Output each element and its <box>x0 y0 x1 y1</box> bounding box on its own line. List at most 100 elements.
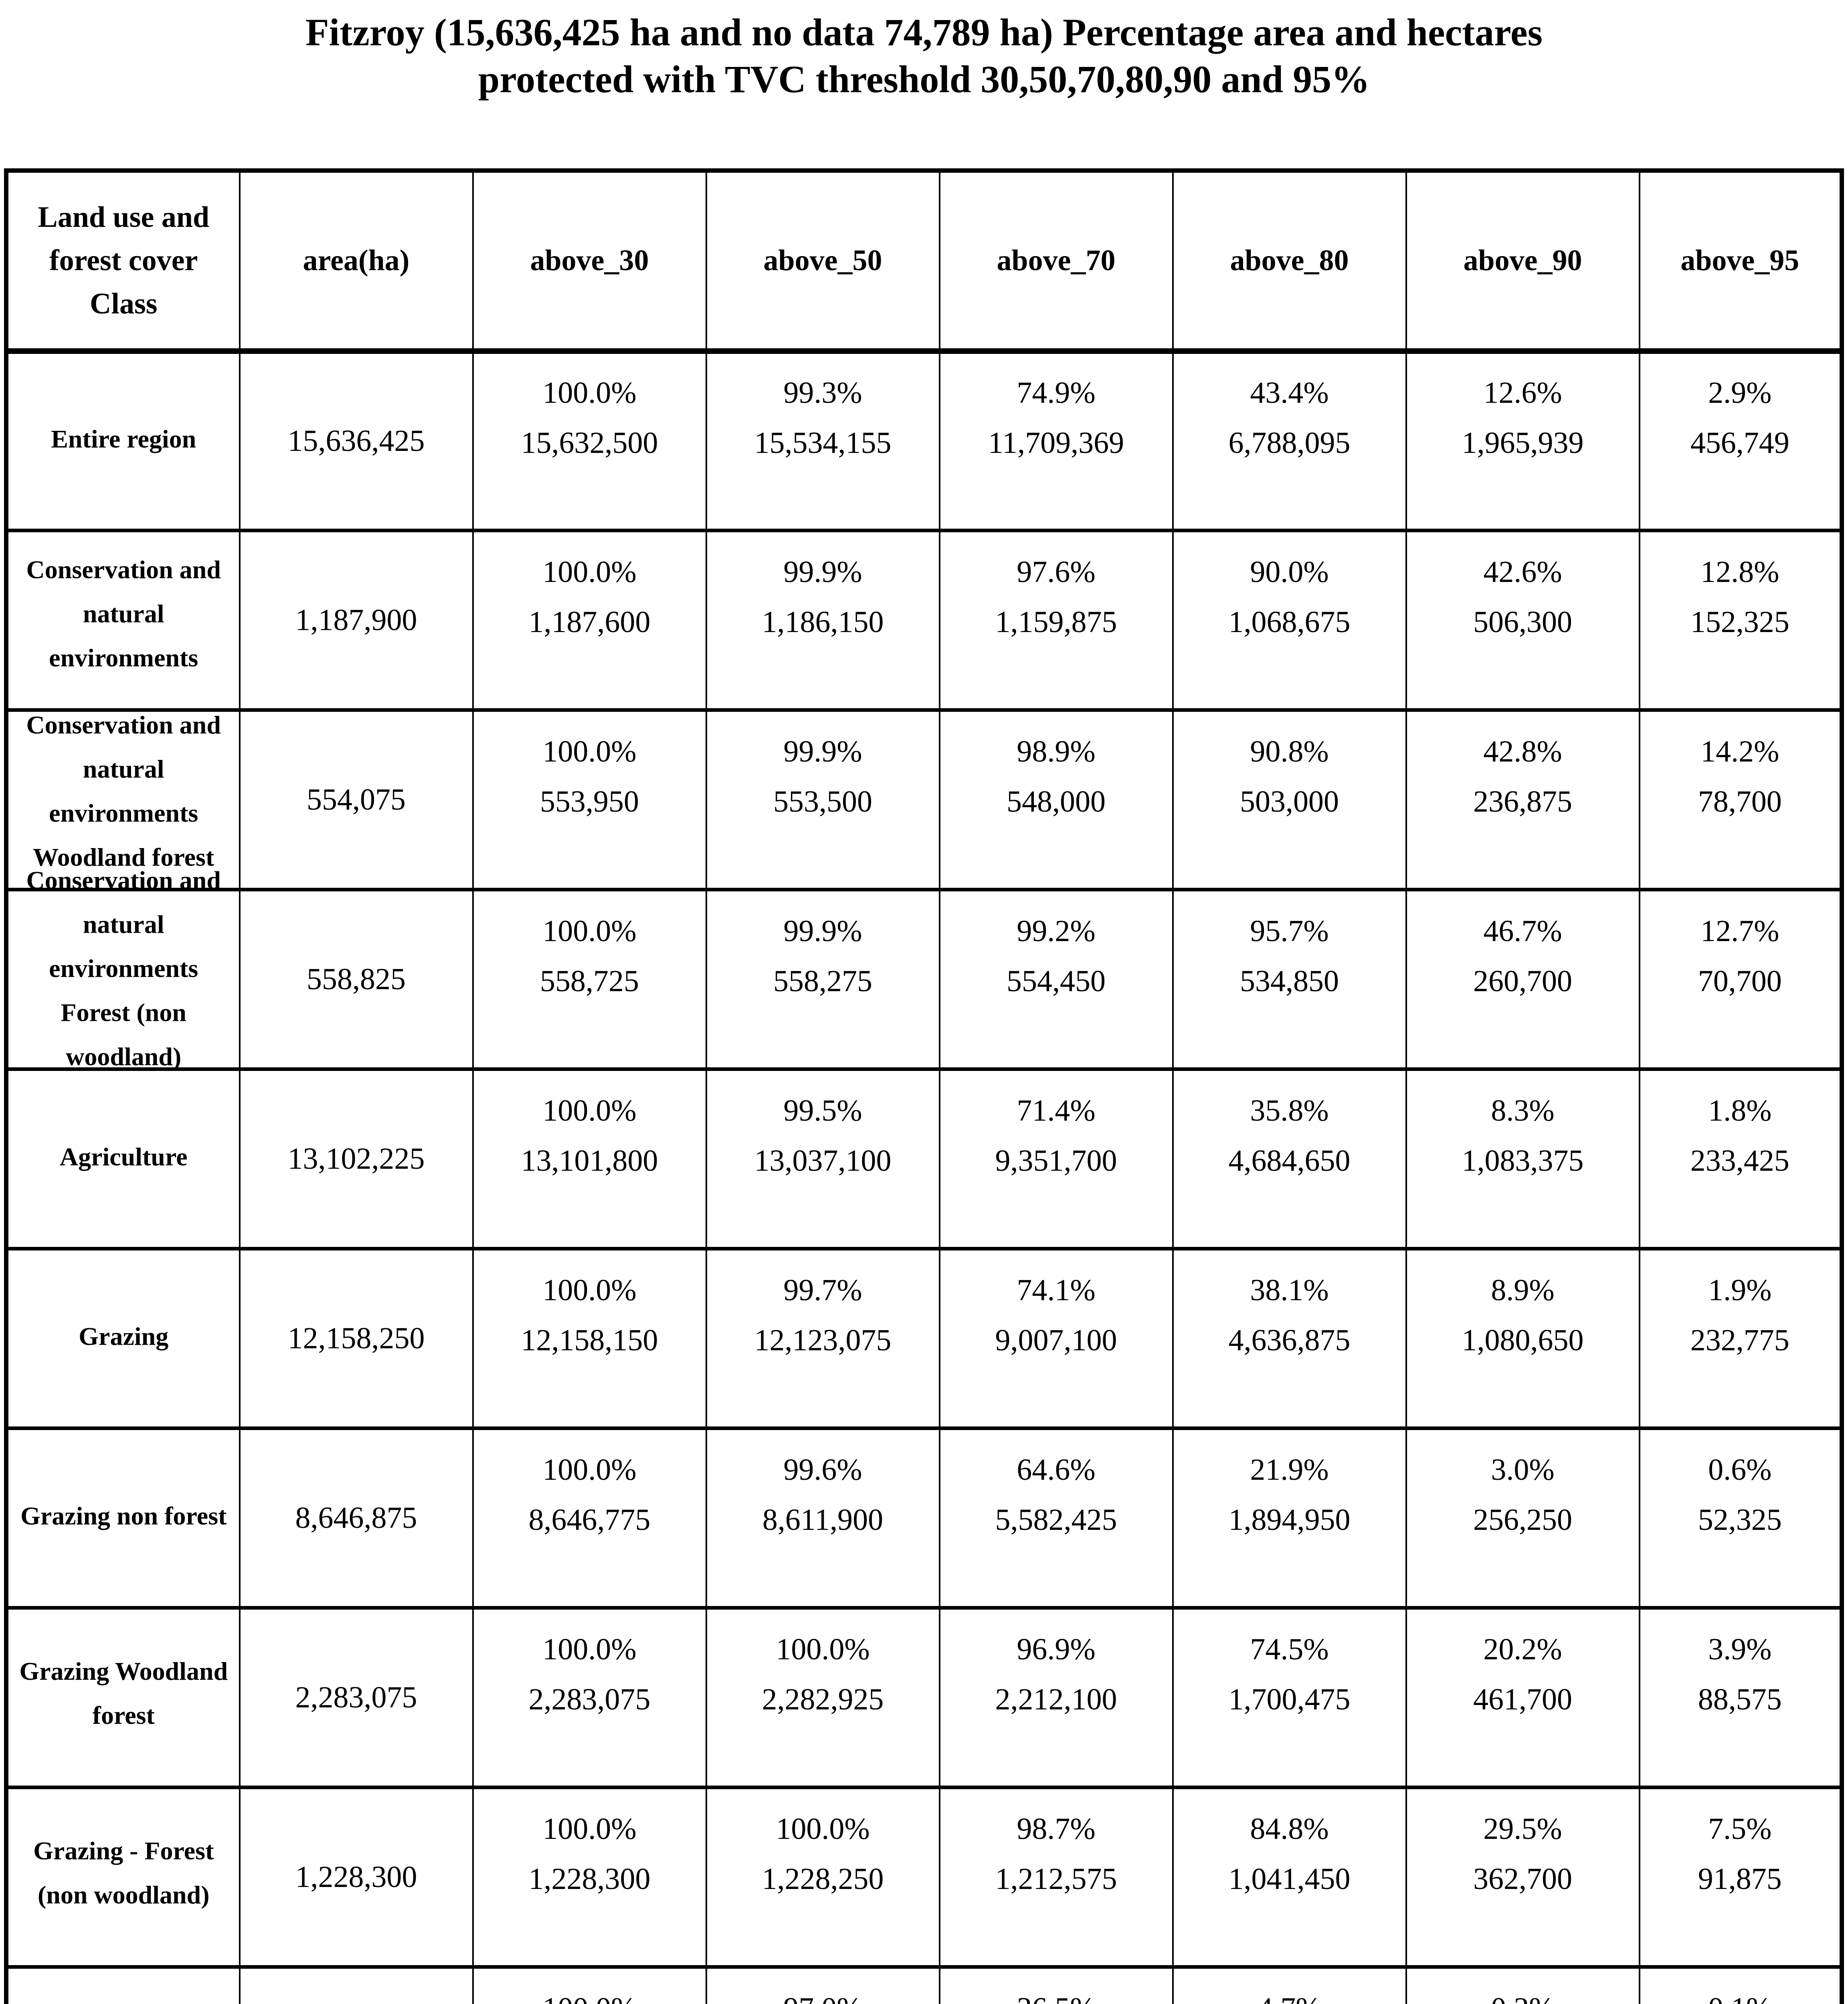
row-above-90-value: 42.8% 236,875 <box>1405 708 1640 891</box>
row-above-80-value: 21.9% 1,894,950 <box>1172 1426 1407 1610</box>
row-above-80-value: 95.7% 534,850 <box>1172 888 1407 1071</box>
row-above-30-value: 100.0% 1,187,600 <box>472 529 707 712</box>
row-above-90-value: 29.5% 362,700 <box>1405 1786 1640 1969</box>
row-above-80-value: 74.5% 1,700,475 <box>1172 1606 1407 1789</box>
row-above-70-value: 71.4% 9,351,700 <box>938 1067 1174 1250</box>
row-area-value: 1,228,300 <box>239 1786 474 1969</box>
row-above-70-value: 74.1% 9,007,100 <box>938 1247 1174 1430</box>
row-above-80-value: 4.7%38,025 <box>1172 1965 1407 2004</box>
col-header-above-90: above_90 <box>1405 169 1640 354</box>
col-header-above-80: above_80 <box>1172 169 1407 354</box>
row-label: Grazing Woodland forest <box>5 1606 241 1789</box>
row-above-30-value: 100.0% 1,228,300 <box>472 1786 707 1969</box>
col-header-area-ha: area(ha) <box>239 169 474 354</box>
row-label: Cropping <box>5 1965 241 2004</box>
row-above-30-value: 100.0% 553,950 <box>472 708 707 891</box>
row-above-90-value: 8.9% 1,080,650 <box>1405 1247 1640 1430</box>
row-area-value: 554,075 <box>239 708 474 891</box>
row-above-70-value: 98.7% 1,212,575 <box>938 1786 1174 1969</box>
row-above-90-value: 20.2% 461,700 <box>1405 1606 1640 1789</box>
row-above-95-value: 1.8% 233,425 <box>1638 1067 1843 1250</box>
row-above-50-value: 99.9% 1,186,150 <box>705 529 940 712</box>
row-above-50-value: 99.9% 553,500 <box>705 708 940 891</box>
row-above-50-value: 100.0% 2,282,925 <box>705 1606 940 1789</box>
row-above-70-value: 36.5%296,475 <box>938 1965 1174 2004</box>
table-row: Conservation and natural environments 1,… <box>5 529 1843 712</box>
table-row: Entire region 15,636,425 100.0% 15,632,50… <box>5 349 1843 532</box>
row-above-95-value: 14.2% 78,700 <box>1638 708 1843 891</box>
row-above-90-value: 8.3% 1,083,375 <box>1405 1067 1640 1250</box>
row-above-95-value: 12.8% 152,325 <box>1638 529 1843 712</box>
row-area-value: 812,825 <box>239 1965 474 2004</box>
row-above-50-value: 99.3% 15,534,155 <box>705 349 940 532</box>
row-above-30-value: 100.0% 15,632,500 <box>472 349 707 532</box>
row-above-95-value: 12.7% 70,700 <box>1638 888 1843 1071</box>
row-above-90-value: 46.7% 260,700 <box>1405 888 1640 1071</box>
col-header-above-70: above_70 <box>938 169 1174 354</box>
row-area-value: 13,102,225 <box>239 1067 474 1250</box>
row-above-90-value: 3.0% 256,250 <box>1405 1426 1640 1610</box>
table-row: Agriculture 13,102,225 100.0% 13,101,800 … <box>5 1067 1843 1250</box>
row-label: Entire region <box>5 349 241 532</box>
row-above-70-value: 97.6% 1,159,875 <box>938 529 1174 712</box>
row-above-30-value: 100.0% 2,283,075 <box>472 1606 707 1789</box>
row-above-90-value: 12.6% 1,965,939 <box>1405 349 1640 532</box>
row-label: Conservation and natural environments Fo… <box>5 866 241 1071</box>
row-label: Agriculture <box>5 1067 241 1250</box>
row-above-30-value: 100.0% 8,646,775 <box>472 1426 707 1610</box>
table-row: Grazing non forest 8,646,875 100.0% 8,646… <box>5 1426 1843 1610</box>
row-area-value: 12,158,250 <box>239 1247 474 1430</box>
row-above-50-value: 99.7% 12,123,075 <box>705 1247 940 1430</box>
row-above-95-value: 7.5% 91,875 <box>1638 1786 1843 1969</box>
table-row: Grazing Woodland forest 2,283,075 100.0%… <box>5 1606 1843 1789</box>
row-above-50-value: 99.6% 8,611,900 <box>705 1426 940 1610</box>
row-label: Conservation and natural environments Wo… <box>5 708 241 891</box>
row-above-95-value: 3.9% 88,575 <box>1638 1606 1843 1789</box>
row-above-70-value: 96.9% 2,212,100 <box>938 1606 1174 1789</box>
row-area-value: 2,283,075 <box>239 1606 474 1789</box>
row-above-95-value: 2.9% 456,749 <box>1638 349 1843 532</box>
table-row: Conservation and natural environments Wo… <box>5 708 1843 891</box>
row-above-30-value: 100.0% 558,725 <box>472 888 707 1071</box>
col-header-above-50: above_50 <box>705 169 940 354</box>
row-above-30-value: 100.0% 12,158,150 <box>472 1247 707 1430</box>
row-above-80-value: 38.1% 4,636,875 <box>1172 1247 1407 1430</box>
row-above-50-value: 99.5% 13,037,100 <box>705 1067 940 1250</box>
row-above-80-value: 35.8% 4,684,650 <box>1172 1067 1407 1250</box>
table-row: Conservation and natural environments Fo… <box>5 866 1843 1071</box>
row-above-30-value: 100.0% 13,101,800 <box>472 1067 707 1250</box>
row-label: Grazing <box>5 1247 241 1430</box>
row-above-95-value: 0.6% 52,325 <box>1638 1426 1843 1610</box>
row-label: Grazing non forest <box>5 1426 241 1610</box>
row-above-70-value: 98.9% 548,000 <box>938 708 1174 891</box>
row-area-value: 1,187,900 <box>239 529 474 712</box>
row-above-50-value: 97.0%788,750 <box>705 1965 940 2004</box>
row-above-70-value: 64.6% 5,582,425 <box>938 1426 1174 1610</box>
row-above-50-value: 100.0% 1,228,250 <box>705 1786 940 1969</box>
row-above-30-value: 100.0%812,575 <box>472 1965 707 2004</box>
table-header-row: Land use and forest cover Class area(ha)… <box>5 169 1843 354</box>
col-header-above-95: above_95 <box>1638 169 1843 354</box>
table-row: Cropping 812,825 100.0%812,575 97.0%788,… <box>5 1965 1843 2004</box>
row-area-value: 558,825 <box>239 888 474 1071</box>
table-row: Grazing - Forest (non woodland) 1,228,30… <box>5 1786 1843 1969</box>
col-header-landuse-class: Land use and forest cover Class <box>5 169 241 354</box>
page-title: Fitzroy (15,636,425 ha and no data 74,78… <box>305 11 1543 101</box>
col-header-above-30: above_30 <box>472 169 707 354</box>
row-above-95-value: 0.1%575 <box>1638 1965 1843 2004</box>
table-row: Grazing 12,158,250 100.0% 12,158,150 99.7… <box>5 1247 1843 1430</box>
row-above-90-value: 42.6% 506,300 <box>1405 529 1640 712</box>
row-label: Conservation and natural environments <box>5 529 241 712</box>
row-above-80-value: 43.4% 6,788,095 <box>1172 349 1407 532</box>
row-above-80-value: 90.0% 1,068,675 <box>1172 529 1407 712</box>
row-above-80-value: 90.8% 503,000 <box>1172 708 1407 891</box>
row-label: Grazing - Forest (non woodland) <box>5 1786 241 1969</box>
row-above-50-value: 99.9% 558,275 <box>705 888 940 1071</box>
row-above-95-value: 1.9% 232,775 <box>1638 1247 1843 1430</box>
row-area-value: 8,646,875 <box>239 1426 474 1610</box>
row-above-80-value: 84.8% 1,041,450 <box>1172 1786 1407 1969</box>
row-area-value: 15,636,425 <box>239 349 474 532</box>
row-above-90-value: 0.2%1,650 <box>1405 1965 1640 2004</box>
row-above-70-value: 99.2% 554,450 <box>938 888 1174 1071</box>
row-above-70-value: 74.9% 11,709,369 <box>938 349 1174 532</box>
